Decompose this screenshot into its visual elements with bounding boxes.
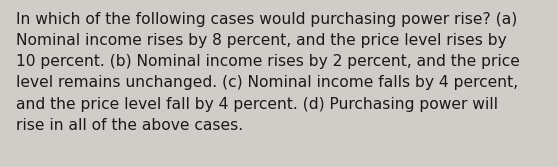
Text: In which of the following cases would purchasing power rise? (a)
Nominal income : In which of the following cases would pu… bbox=[16, 12, 519, 133]
